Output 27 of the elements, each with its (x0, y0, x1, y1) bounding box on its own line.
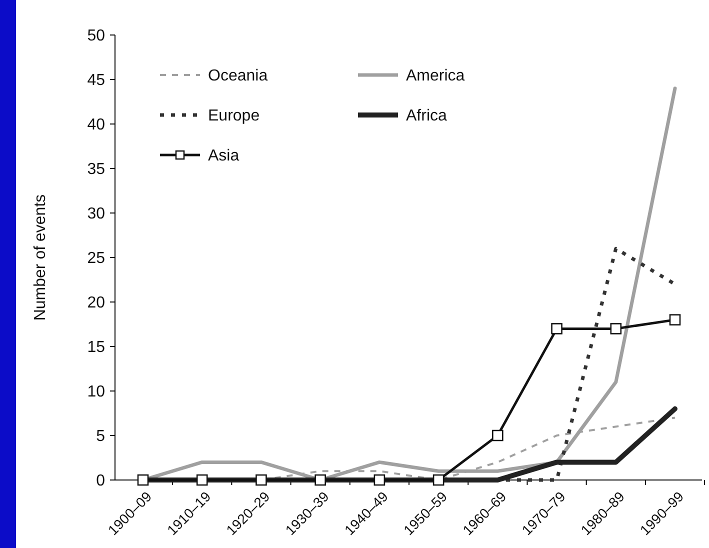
y-tick-label: 45 (87, 72, 106, 90)
y-tick-label: 10 (87, 384, 106, 401)
y-tick-label: 50 (87, 28, 106, 45)
point (432, 474, 444, 486)
legend-label: America (406, 68, 465, 85)
point (137, 474, 149, 486)
y-tick-label: 0 (96, 472, 106, 490)
y-tick-label: 25 (87, 250, 106, 268)
legend-label: Africa (406, 108, 447, 125)
legend-label: Europe (208, 108, 260, 125)
y-tick-label: 20 (87, 294, 106, 312)
y-axis-title: Number of events (32, 194, 49, 321)
y-tick-label: 40 (87, 116, 106, 134)
legend-label: Asia (208, 148, 240, 165)
point (551, 323, 562, 334)
point (196, 474, 208, 486)
point (669, 314, 681, 326)
y-tick-label: 15 (87, 339, 106, 356)
point (610, 323, 622, 334)
point (492, 430, 504, 442)
y-tick-label: 5 (96, 428, 106, 446)
point (256, 474, 267, 486)
y-tick-label: 35 (87, 161, 106, 178)
y-tick-label: 30 (87, 206, 106, 223)
point (374, 474, 386, 486)
legend-label: Oceania (208, 68, 268, 85)
point (314, 474, 326, 486)
